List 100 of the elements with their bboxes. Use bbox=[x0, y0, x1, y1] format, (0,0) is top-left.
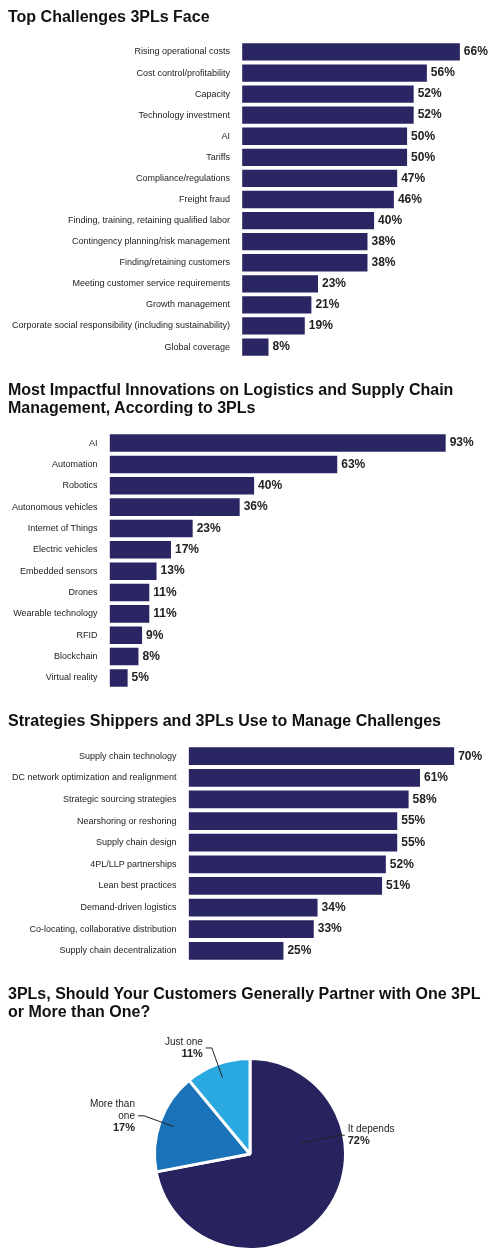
y-tick-label: Tariffs bbox=[206, 151, 231, 162]
bar bbox=[109, 519, 193, 538]
data-label: 50% bbox=[411, 149, 436, 164]
slice-label: More than one bbox=[89, 1097, 136, 1121]
y-tick-label: AI bbox=[89, 437, 98, 448]
bar bbox=[188, 941, 284, 960]
y-tick-label: Compliance/regulations bbox=[136, 172, 231, 183]
data-label: 52% bbox=[389, 856, 415, 871]
chart-title: Strategies Shippers and 3PLs Use to Manage Challenges bbox=[8, 712, 442, 730]
data-label: 40% bbox=[258, 478, 283, 493]
y-tick-label: Blockchain bbox=[54, 651, 98, 662]
data-label: 63% bbox=[341, 456, 366, 471]
slice-label: Just one bbox=[165, 1035, 204, 1047]
data-label: 66% bbox=[463, 44, 489, 59]
bar bbox=[109, 477, 255, 495]
bar bbox=[242, 43, 460, 61]
bar bbox=[109, 626, 143, 644]
data-label: 51% bbox=[386, 878, 411, 893]
bar bbox=[188, 920, 314, 939]
data-label: 52% bbox=[417, 107, 443, 122]
bar bbox=[188, 747, 455, 766]
y-tick-label: Global coverage bbox=[164, 341, 231, 352]
y-tick-label: Co-locating, collaborative distribution bbox=[29, 923, 177, 934]
bar bbox=[109, 583, 150, 602]
data-label: 38% bbox=[371, 255, 396, 270]
y-tick-label: Contingency planning/risk management bbox=[72, 236, 231, 247]
y-tick-label: Autonomous vehicles bbox=[11, 501, 99, 512]
data-label: 11% bbox=[181, 1047, 204, 1059]
bar bbox=[242, 127, 408, 145]
data-label: 17% bbox=[112, 1120, 136, 1133]
bar bbox=[242, 106, 414, 124]
bar bbox=[242, 148, 408, 166]
data-label: 36% bbox=[243, 499, 269, 514]
y-tick-label: Finding/retaining customers bbox=[119, 257, 231, 268]
bar bbox=[188, 790, 409, 809]
data-label: 17% bbox=[174, 542, 200, 557]
chart-title: Most Impactful Innovations on Logistics and Supply Chain Management, According to 3PLs bbox=[8, 381, 455, 417]
bar bbox=[109, 434, 446, 452]
data-label: 11% bbox=[153, 606, 177, 621]
y-tick-label: Wearable technology bbox=[13, 608, 99, 619]
data-label: 72% bbox=[347, 1134, 370, 1147]
slice-label: It depends bbox=[347, 1122, 395, 1134]
y-tick-label: Capacity bbox=[195, 88, 231, 99]
y-tick-label: Cost control/profitability bbox=[136, 67, 231, 78]
bar bbox=[242, 169, 398, 188]
y-tick-label: Corporate social responsibility (including sustainability) bbox=[11, 320, 231, 331]
y-tick-label: Demand-driven logistics bbox=[80, 902, 178, 913]
data-label: 61% bbox=[423, 770, 449, 785]
data-label: 46% bbox=[397, 191, 423, 206]
data-label: 40% bbox=[378, 212, 403, 227]
y-tick-label: Finding, training, retaining qualified labor bbox=[67, 215, 231, 226]
data-label: 70% bbox=[458, 748, 483, 763]
y-tick-label: Virtual reality bbox=[45, 672, 99, 683]
y-tick-label: AI bbox=[221, 130, 231, 141]
data-label: 56% bbox=[430, 65, 456, 80]
y-tick-label: RFID bbox=[76, 629, 99, 640]
bar bbox=[188, 812, 398, 830]
bar bbox=[242, 338, 269, 356]
data-label: 21% bbox=[315, 297, 340, 312]
y-tick-label: Technology investment bbox=[138, 109, 231, 120]
bar bbox=[109, 455, 338, 474]
y-tick-label: Nearshoring or reshoring bbox=[77, 815, 177, 826]
y-tick-label: Freight fraud bbox=[179, 193, 231, 204]
data-label: 52% bbox=[417, 86, 443, 101]
text: Top Challenges 3PLs Face bbox=[8, 8, 211, 26]
data-label: 47% bbox=[401, 170, 426, 185]
data-label: 93% bbox=[449, 435, 475, 450]
y-tick-label: Supply chain design bbox=[96, 837, 177, 848]
y-tick-label: Embedded sensors bbox=[20, 565, 99, 576]
bar bbox=[242, 296, 312, 314]
bar bbox=[188, 768, 420, 787]
y-tick-label: Supply chain technology bbox=[79, 750, 178, 761]
y-tick-label: Meeting customer service requirements bbox=[72, 278, 231, 289]
data-label: 13% bbox=[160, 563, 185, 578]
bar bbox=[242, 254, 368, 272]
data-label: 5% bbox=[131, 670, 150, 685]
y-tick-label: Drones bbox=[68, 587, 99, 598]
y-tick-label: 4PL/LLP partnerships bbox=[90, 858, 178, 869]
data-label: 38% bbox=[371, 233, 396, 248]
bar bbox=[242, 233, 368, 251]
bar bbox=[242, 317, 305, 335]
bar bbox=[109, 669, 128, 687]
y-tick-label: Internet of Things bbox=[27, 522, 99, 533]
bar bbox=[109, 498, 240, 516]
y-tick-label: Growth management bbox=[146, 299, 231, 310]
y-tick-label: Lean best practices bbox=[98, 880, 178, 891]
y-tick-label: Robotics bbox=[62, 480, 99, 491]
y-tick-label: Supply chain decentralization bbox=[59, 945, 177, 956]
y-tick-label: Strategic sourcing strategies bbox=[63, 793, 178, 804]
bar bbox=[242, 64, 427, 82]
bar bbox=[109, 541, 171, 559]
data-label: 8% bbox=[272, 339, 291, 354]
y-tick-label: DC network optimization and realignment bbox=[11, 772, 178, 783]
bar bbox=[188, 877, 383, 895]
data-label: 23% bbox=[321, 276, 347, 291]
data-label: 9% bbox=[146, 627, 164, 642]
y-tick-label: Rising operational costs bbox=[134, 46, 231, 57]
data-label: 25% bbox=[287, 943, 312, 958]
data-label: 8% bbox=[142, 648, 161, 663]
bar bbox=[242, 275, 318, 293]
